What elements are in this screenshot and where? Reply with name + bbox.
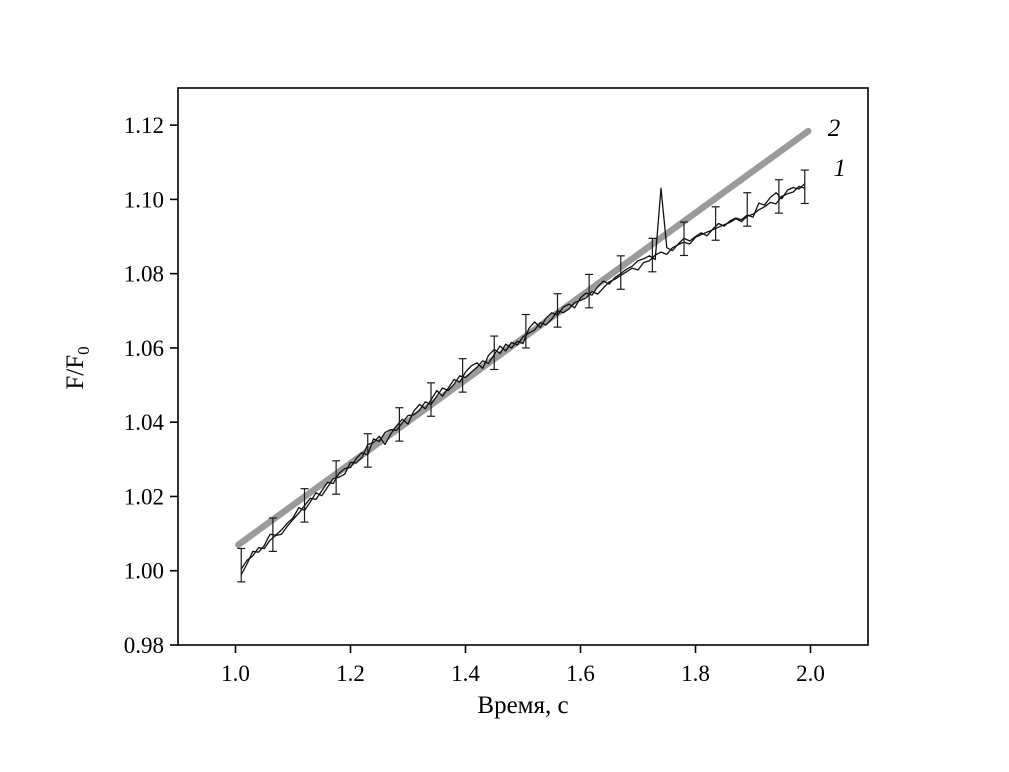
curve-label-1: 1 [834, 155, 847, 182]
series-line-1 [240, 185, 806, 570]
series-line-2 [235, 127, 812, 548]
plot-frame [177, 87, 869, 646]
x-tick-label: 2.0 [796, 661, 825, 686]
y-tick-label: 1.08 [124, 262, 164, 287]
curve-label-2: 2 [828, 115, 841, 142]
y-tick-label: 1.02 [124, 484, 164, 509]
y-tick-label: 1.10 [124, 187, 164, 212]
y-tick-label: 0.98 [124, 633, 164, 658]
y-tick-label: 1.04 [124, 410, 165, 435]
y-axis-label-subscript: 0 [74, 346, 93, 355]
x-tick-label: 1.4 [451, 661, 480, 686]
x-tick-label: 1.2 [336, 661, 365, 686]
y-tick-label: 1.00 [124, 559, 164, 584]
x-tick-label: 1.6 [566, 661, 595, 686]
x-tick-label: 1.8 [681, 661, 710, 686]
x-axis-label: Время, с [477, 692, 569, 719]
y-tick-label: 1.12 [124, 113, 164, 138]
y-tick-label: 1.06 [124, 336, 164, 361]
series-line-1 [240, 183, 806, 576]
y-axis-label: F/F0 [62, 330, 94, 406]
x-tick-label: 1.0 [221, 661, 250, 686]
y-axis-label-main: F/F [62, 354, 89, 390]
